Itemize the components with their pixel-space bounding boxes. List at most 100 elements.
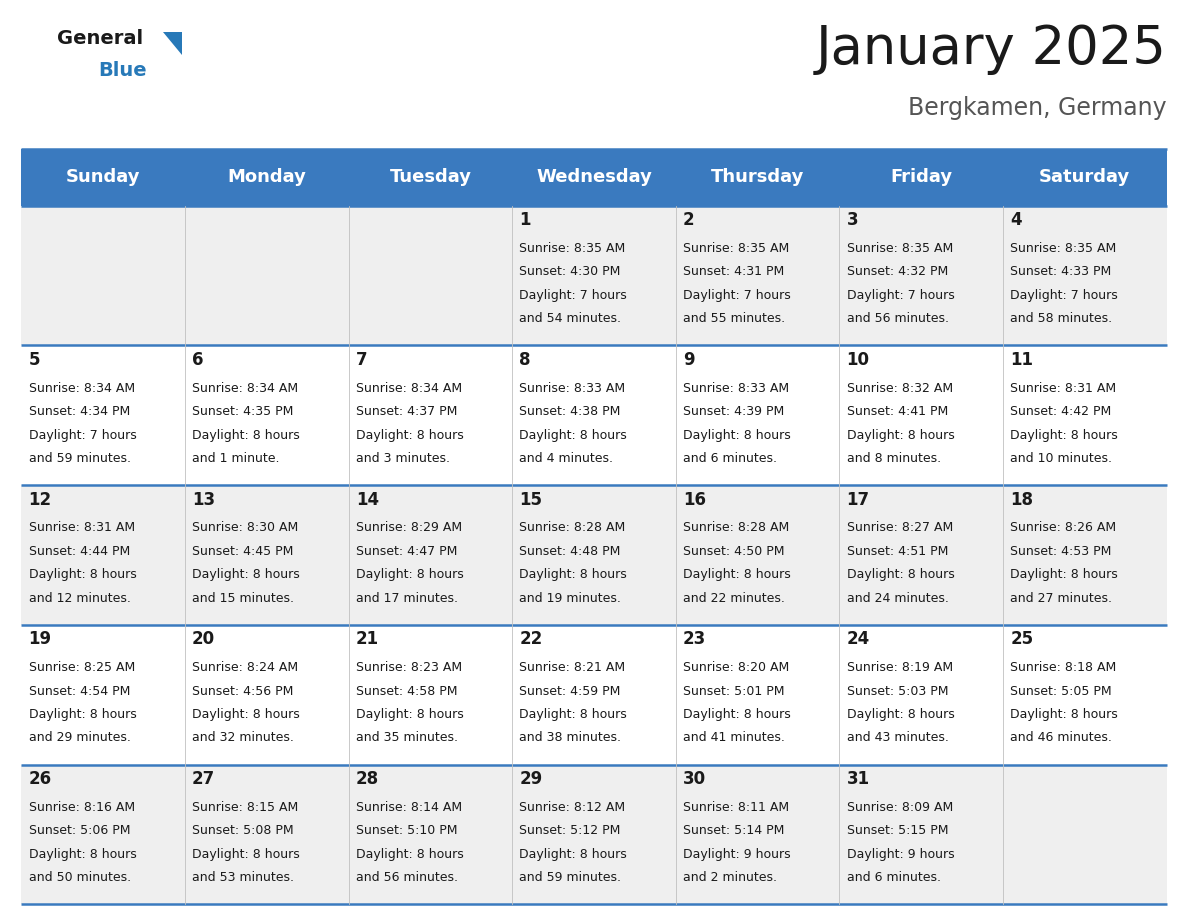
Text: Daylight: 8 hours: Daylight: 8 hours xyxy=(29,847,137,861)
Text: Sunrise: 8:19 AM: Sunrise: 8:19 AM xyxy=(847,661,953,674)
Text: and 8 minutes.: and 8 minutes. xyxy=(847,452,941,465)
Text: Monday: Monday xyxy=(227,168,307,186)
Text: Daylight: 8 hours: Daylight: 8 hours xyxy=(519,708,627,721)
Text: Daylight: 8 hours: Daylight: 8 hours xyxy=(847,708,954,721)
Text: and 41 minutes.: and 41 minutes. xyxy=(683,732,785,744)
Bar xyxy=(21,149,1167,206)
Text: Sunset: 5:15 PM: Sunset: 5:15 PM xyxy=(847,824,948,837)
Text: and 32 minutes.: and 32 minutes. xyxy=(192,732,293,744)
Text: Sunrise: 8:27 AM: Sunrise: 8:27 AM xyxy=(847,521,953,534)
Text: Daylight: 8 hours: Daylight: 8 hours xyxy=(355,568,463,581)
Text: Sunset: 4:38 PM: Sunset: 4:38 PM xyxy=(519,405,620,418)
Text: Sunset: 5:08 PM: Sunset: 5:08 PM xyxy=(192,824,293,837)
Text: Daylight: 7 hours: Daylight: 7 hours xyxy=(519,289,627,302)
Text: 27: 27 xyxy=(192,770,215,788)
Text: Sunset: 4:54 PM: Sunset: 4:54 PM xyxy=(29,685,129,698)
Text: Sunday: Sunday xyxy=(67,168,140,186)
Text: Sunset: 4:45 PM: Sunset: 4:45 PM xyxy=(192,544,293,558)
Text: and 59 minutes.: and 59 minutes. xyxy=(29,452,131,465)
Text: 17: 17 xyxy=(847,490,870,509)
Text: and 29 minutes.: and 29 minutes. xyxy=(29,732,131,744)
Text: 20: 20 xyxy=(192,631,215,648)
Text: and 56 minutes.: and 56 minutes. xyxy=(355,871,457,884)
Bar xyxy=(21,485,1167,625)
Text: Sunrise: 8:25 AM: Sunrise: 8:25 AM xyxy=(29,661,134,674)
Text: Sunrise: 8:14 AM: Sunrise: 8:14 AM xyxy=(355,800,462,813)
Bar xyxy=(21,206,1167,345)
Text: 30: 30 xyxy=(683,770,706,788)
Text: Sunset: 4:37 PM: Sunset: 4:37 PM xyxy=(355,405,457,418)
Text: 22: 22 xyxy=(519,631,543,648)
Text: Daylight: 7 hours: Daylight: 7 hours xyxy=(1010,289,1118,302)
Text: 25: 25 xyxy=(1010,631,1034,648)
Text: Sunrise: 8:35 AM: Sunrise: 8:35 AM xyxy=(1010,241,1117,255)
Text: 4: 4 xyxy=(1010,211,1022,230)
Bar xyxy=(21,765,1167,904)
Text: Sunrise: 8:11 AM: Sunrise: 8:11 AM xyxy=(683,800,789,813)
Text: and 56 minutes.: and 56 minutes. xyxy=(847,312,948,325)
Text: Daylight: 7 hours: Daylight: 7 hours xyxy=(29,429,137,442)
Text: 15: 15 xyxy=(519,490,543,509)
Text: Sunrise: 8:30 AM: Sunrise: 8:30 AM xyxy=(192,521,298,534)
Text: Daylight: 8 hours: Daylight: 8 hours xyxy=(683,429,791,442)
Text: 26: 26 xyxy=(29,770,51,788)
Text: Daylight: 8 hours: Daylight: 8 hours xyxy=(355,847,463,861)
Text: Daylight: 8 hours: Daylight: 8 hours xyxy=(355,429,463,442)
Text: Tuesday: Tuesday xyxy=(390,168,472,186)
Text: 31: 31 xyxy=(847,770,870,788)
Text: Daylight: 7 hours: Daylight: 7 hours xyxy=(683,289,791,302)
Text: Daylight: 8 hours: Daylight: 8 hours xyxy=(519,847,627,861)
Text: Sunset: 4:32 PM: Sunset: 4:32 PM xyxy=(847,265,948,278)
Text: Sunset: 5:12 PM: Sunset: 5:12 PM xyxy=(519,824,620,837)
Text: Sunrise: 8:34 AM: Sunrise: 8:34 AM xyxy=(29,382,134,395)
Text: Sunset: 4:58 PM: Sunset: 4:58 PM xyxy=(355,685,457,698)
Text: and 19 minutes.: and 19 minutes. xyxy=(519,592,621,605)
Text: Sunrise: 8:34 AM: Sunrise: 8:34 AM xyxy=(192,382,298,395)
Text: Sunset: 5:05 PM: Sunset: 5:05 PM xyxy=(1010,685,1112,698)
Text: 23: 23 xyxy=(683,631,706,648)
Text: 19: 19 xyxy=(29,631,51,648)
Text: Wednesday: Wednesday xyxy=(536,168,652,186)
Text: Sunrise: 8:32 AM: Sunrise: 8:32 AM xyxy=(847,382,953,395)
Text: Sunrise: 8:18 AM: Sunrise: 8:18 AM xyxy=(1010,661,1117,674)
Text: Saturday: Saturday xyxy=(1040,168,1131,186)
Bar xyxy=(21,625,1167,765)
Text: Sunrise: 8:26 AM: Sunrise: 8:26 AM xyxy=(1010,521,1117,534)
Text: Sunrise: 8:28 AM: Sunrise: 8:28 AM xyxy=(519,521,626,534)
Text: Daylight: 8 hours: Daylight: 8 hours xyxy=(683,708,791,721)
Text: 1: 1 xyxy=(519,211,531,230)
Text: and 35 minutes.: and 35 minutes. xyxy=(355,732,457,744)
Text: 10: 10 xyxy=(847,351,870,369)
Text: and 17 minutes.: and 17 minutes. xyxy=(355,592,457,605)
Text: Sunrise: 8:16 AM: Sunrise: 8:16 AM xyxy=(29,800,134,813)
Text: 8: 8 xyxy=(519,351,531,369)
Text: 5: 5 xyxy=(29,351,40,369)
Text: Daylight: 8 hours: Daylight: 8 hours xyxy=(519,568,627,581)
Text: and 2 minutes.: and 2 minutes. xyxy=(683,871,777,884)
Text: Sunset: 4:33 PM: Sunset: 4:33 PM xyxy=(1010,265,1112,278)
Text: 29: 29 xyxy=(519,770,543,788)
Text: Daylight: 8 hours: Daylight: 8 hours xyxy=(29,568,137,581)
Text: Daylight: 8 hours: Daylight: 8 hours xyxy=(683,568,791,581)
Text: Sunrise: 8:33 AM: Sunrise: 8:33 AM xyxy=(519,382,625,395)
Text: and 15 minutes.: and 15 minutes. xyxy=(192,592,295,605)
Text: Sunset: 4:42 PM: Sunset: 4:42 PM xyxy=(1010,405,1112,418)
Text: and 54 minutes.: and 54 minutes. xyxy=(519,312,621,325)
Text: and 4 minutes.: and 4 minutes. xyxy=(519,452,613,465)
Text: and 38 minutes.: and 38 minutes. xyxy=(519,732,621,744)
Text: and 24 minutes.: and 24 minutes. xyxy=(847,592,948,605)
Text: and 3 minutes.: and 3 minutes. xyxy=(355,452,450,465)
Text: Sunset: 4:59 PM: Sunset: 4:59 PM xyxy=(519,685,620,698)
Text: Friday: Friday xyxy=(890,168,953,186)
Text: Daylight: 8 hours: Daylight: 8 hours xyxy=(192,568,299,581)
Text: Sunset: 5:10 PM: Sunset: 5:10 PM xyxy=(355,824,457,837)
Text: Sunset: 4:30 PM: Sunset: 4:30 PM xyxy=(519,265,620,278)
Text: 3: 3 xyxy=(847,211,858,230)
Text: Bergkamen, Germany: Bergkamen, Germany xyxy=(908,96,1167,120)
Text: Sunrise: 8:29 AM: Sunrise: 8:29 AM xyxy=(355,521,462,534)
Text: Sunset: 4:39 PM: Sunset: 4:39 PM xyxy=(683,405,784,418)
Text: Sunrise: 8:20 AM: Sunrise: 8:20 AM xyxy=(683,661,789,674)
Text: Sunrise: 8:35 AM: Sunrise: 8:35 AM xyxy=(519,241,626,255)
Text: and 58 minutes.: and 58 minutes. xyxy=(1010,312,1112,325)
Text: Sunrise: 8:33 AM: Sunrise: 8:33 AM xyxy=(683,382,789,395)
